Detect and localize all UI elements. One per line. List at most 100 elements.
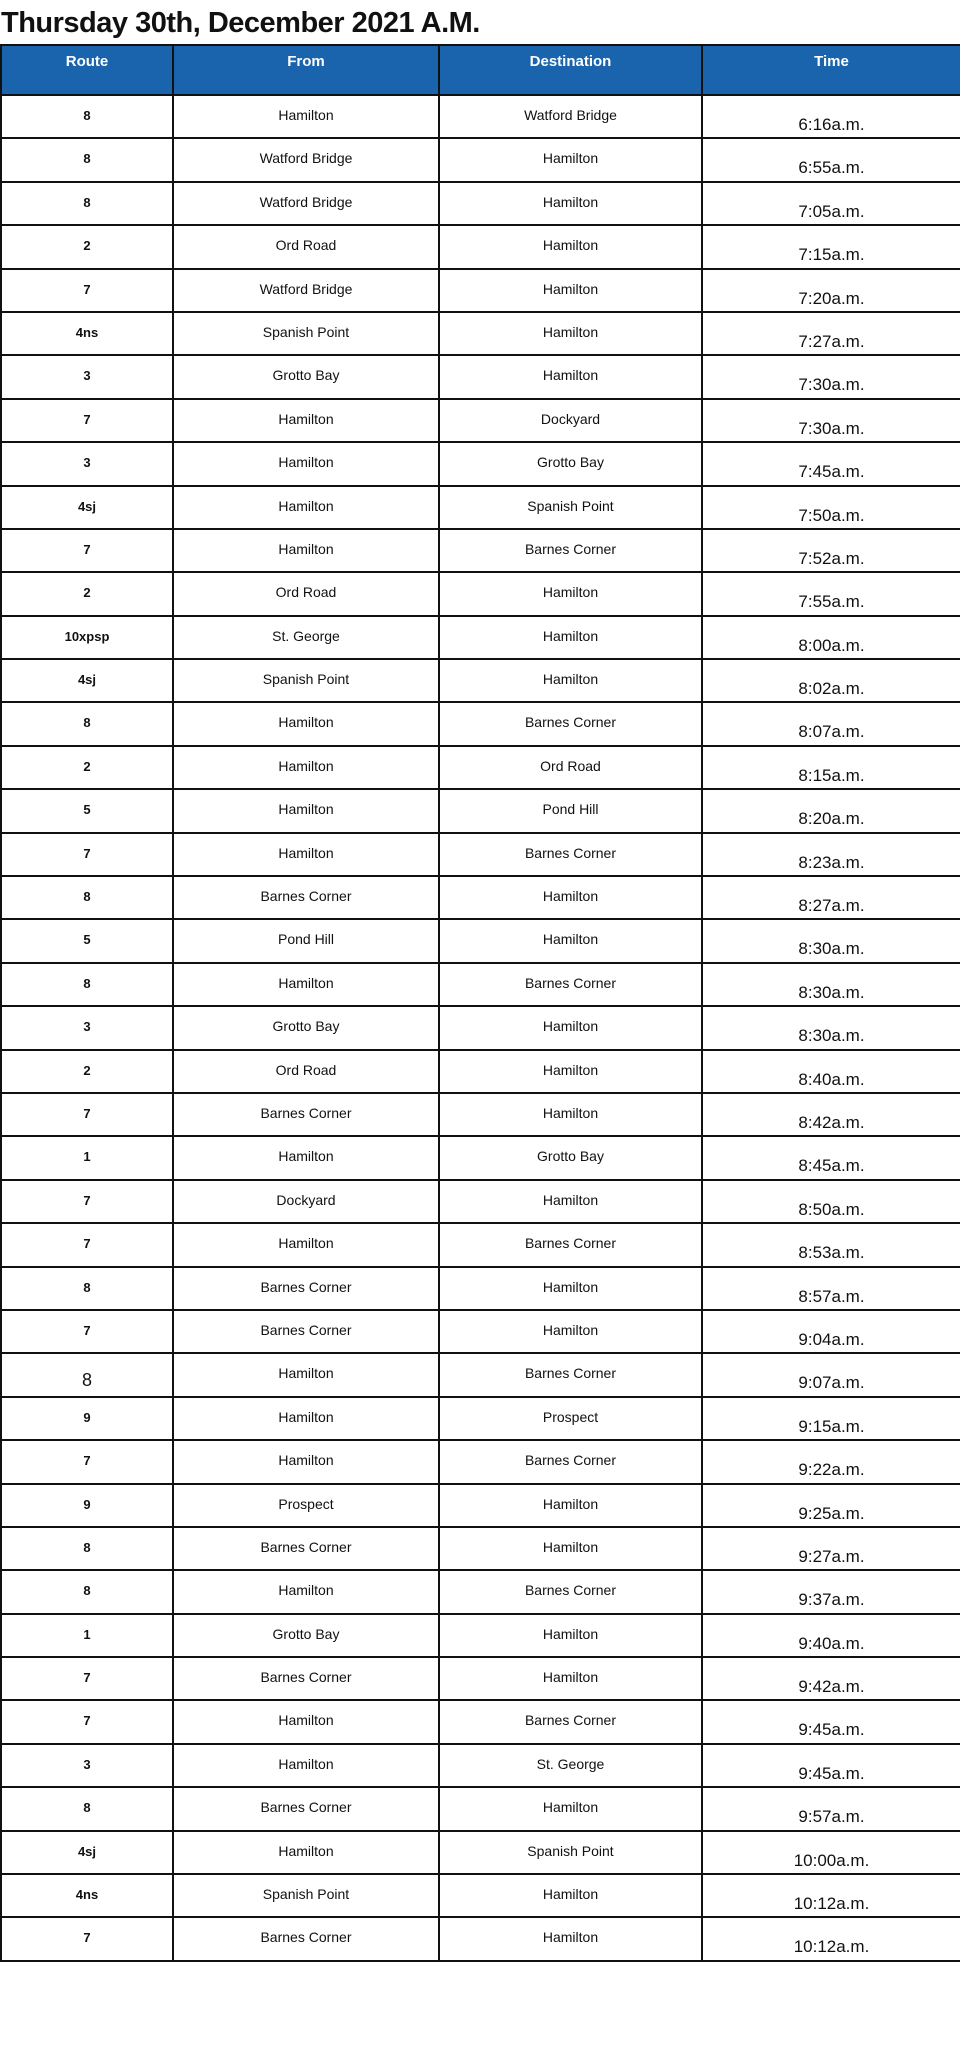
time-cell: 9:57a.m. <box>701 1786 960 1832</box>
table-row: 7 Hamilton Barnes Corner 8:53a.m. <box>0 1222 960 1268</box>
destination-cell: Hamilton <box>438 1656 703 1702</box>
destination-cell: Spanish Point <box>438 484 703 530</box>
route-cell: 4ns <box>0 1873 174 1919</box>
from-cell: Spanish Point <box>172 1873 440 1919</box>
destination-cell: Hamilton <box>438 875 703 921</box>
table-row: 4sj Spanish Point Hamilton 8:02a.m. <box>0 658 960 704</box>
table-row: 3 Grotto Bay Hamilton 8:30a.m. <box>0 1005 960 1051</box>
from-cell: Barnes Corner <box>172 1091 440 1138</box>
destination-cell: Barnes Corner <box>438 831 703 878</box>
from-cell: Hamilton <box>172 1439 440 1485</box>
destination-cell: St. George <box>438 1742 703 1789</box>
column-header-destination: Destination <box>438 44 703 96</box>
table-row: 7 Barnes Corner Hamilton 9:04a.m. <box>0 1308 960 1355</box>
destination-cell: Barnes Corner <box>438 527 703 574</box>
route-cell: 8 <box>0 701 174 747</box>
time-cell: 9:45a.m. <box>701 1699 960 1745</box>
time-cell: 8:15a.m. <box>701 744 960 791</box>
from-cell: Hamilton <box>172 701 440 747</box>
from-cell: Hamilton <box>172 1352 440 1398</box>
from-cell: Hamilton <box>172 1222 440 1268</box>
table-row: 3 Grotto Bay Hamilton 7:30a.m. <box>0 354 960 400</box>
table-row: 8 Hamilton Barnes Corner 9:37a.m. <box>0 1569 960 1615</box>
time-cell: 6:16a.m. <box>701 93 960 140</box>
time-cell: 9:15a.m. <box>701 1395 960 1442</box>
time-cell: 10:12a.m. <box>701 1916 960 1962</box>
schedule-table: Route From Destination Time 8 Hamilton Wat… <box>0 44 960 1962</box>
destination-cell: Hamilton <box>438 180 703 227</box>
destination-cell: Hamilton <box>438 267 703 313</box>
from-cell: Hamilton <box>172 1829 440 1876</box>
from-cell: Hamilton <box>172 1699 440 1745</box>
from-cell: Barnes Corner <box>172 1308 440 1355</box>
destination-cell: Hamilton <box>438 224 703 270</box>
route-cell: 9 <box>0 1395 174 1442</box>
time-cell: 8:23a.m. <box>701 831 960 878</box>
time-cell: 9:42a.m. <box>701 1656 960 1702</box>
time-cell: 7:05a.m. <box>701 180 960 227</box>
time-cell: 8:30a.m. <box>701 918 960 964</box>
route-cell: 4sj <box>0 484 174 530</box>
destination-cell: Barnes Corner <box>438 1352 703 1398</box>
from-cell: Hamilton <box>172 1742 440 1789</box>
time-cell: 8:30a.m. <box>701 961 960 1008</box>
time-cell: 9:45a.m. <box>701 1742 960 1789</box>
from-cell: Ord Road <box>172 1048 440 1094</box>
destination-cell: Hamilton <box>438 1308 703 1355</box>
time-cell: 7:20a.m. <box>701 267 960 313</box>
time-cell: 8:40a.m. <box>701 1048 960 1094</box>
table-row: 7 Hamilton Barnes Corner 9:22a.m. <box>0 1439 960 1485</box>
route-cell: 7 <box>0 1656 174 1702</box>
route-cell: 2 <box>0 744 174 791</box>
destination-cell: Barnes Corner <box>438 1699 703 1745</box>
from-cell: Hamilton <box>172 527 440 574</box>
destination-cell: Grotto Bay <box>438 441 703 487</box>
destination-cell: Hamilton <box>438 1048 703 1094</box>
table-row: 7 Watford Bridge Hamilton 7:20a.m. <box>0 267 960 313</box>
time-cell: 7:50a.m. <box>701 484 960 530</box>
destination-cell: Watford Bridge <box>438 93 703 140</box>
route-cell: 8 <box>0 875 174 921</box>
destination-cell: Barnes Corner <box>438 961 703 1008</box>
table-row: 7 Barnes Corner Hamilton 8:42a.m. <box>0 1091 960 1138</box>
destination-cell: Barnes Corner <box>438 1569 703 1615</box>
from-cell: Grotto Bay <box>172 1005 440 1051</box>
time-cell: 7:55a.m. <box>701 571 960 617</box>
time-cell: 6:55a.m. <box>701 137 960 183</box>
time-cell: 7:45a.m. <box>701 441 960 487</box>
route-cell: 3 <box>0 1005 174 1051</box>
route-cell: 2 <box>0 1048 174 1094</box>
from-cell: Barnes Corner <box>172 1656 440 1702</box>
destination-cell: Pond Hill <box>438 788 703 834</box>
table-row: 10xpsp St. George Hamilton 8:00a.m. <box>0 614 960 661</box>
destination-cell: Hamilton <box>438 1873 703 1919</box>
route-cell: 3 <box>0 1742 174 1789</box>
route-cell: 2 <box>0 224 174 270</box>
route-cell: 7 <box>0 831 174 878</box>
table-row: 8 Hamilton Barnes Corner 9:07a.m. <box>0 1352 960 1398</box>
table-row: 2 Ord Road Hamilton 7:15a.m. <box>0 224 960 270</box>
destination-cell: Hamilton <box>438 1525 703 1572</box>
destination-cell: Prospect <box>438 1395 703 1442</box>
route-cell: 4sj <box>0 658 174 704</box>
time-cell: 9:07a.m. <box>701 1352 960 1398</box>
destination-cell: Barnes Corner <box>438 1222 703 1268</box>
time-cell: 8:57a.m. <box>701 1265 960 1311</box>
route-cell: 7 <box>0 1178 174 1225</box>
route-cell: 3 <box>0 441 174 487</box>
from-cell: Pond Hill <box>172 918 440 964</box>
time-cell: 8:50a.m. <box>701 1178 960 1225</box>
table-row: 7 Hamilton Barnes Corner 8:23a.m. <box>0 831 960 878</box>
from-cell: Watford Bridge <box>172 137 440 183</box>
table-row: 7 Hamilton Dockyard 7:30a.m. <box>0 397 960 444</box>
column-header-route: Route <box>0 44 174 96</box>
route-cell: 8 <box>0 1786 174 1832</box>
table-row: 8 Hamilton Barnes Corner 8:07a.m. <box>0 701 960 747</box>
table-row: 4sj Hamilton Spanish Point 10:00a.m. <box>0 1829 960 1876</box>
table-row: 4ns Spanish Point Hamilton 7:27a.m. <box>0 310 960 357</box>
from-cell: Spanish Point <box>172 658 440 704</box>
page-title: Thursday 30th, December 2021 A.M. <box>1 7 480 39</box>
table-row: 7 Dockyard Hamilton 8:50a.m. <box>0 1178 960 1225</box>
table-row: 9 Prospect Hamilton 9:25a.m. <box>0 1482 960 1528</box>
time-cell: 7:52a.m. <box>701 527 960 574</box>
